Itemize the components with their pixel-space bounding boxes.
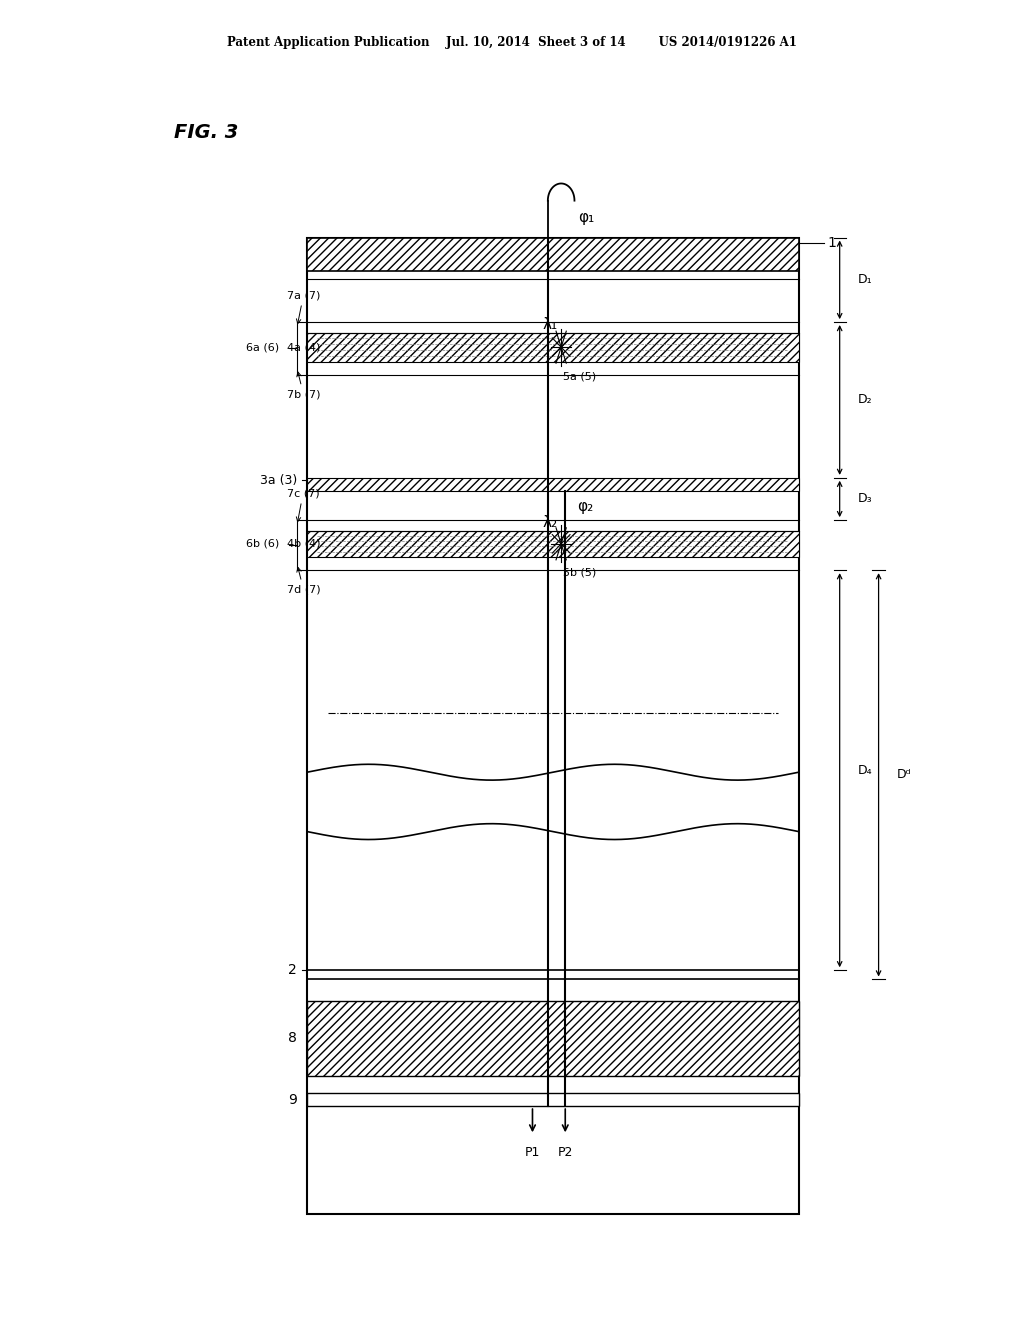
- Bar: [307, 478, 799, 491]
- Text: 4b (4): 4b (4): [287, 539, 321, 549]
- Text: 7a (7): 7a (7): [287, 290, 321, 323]
- Bar: [307, 333, 799, 362]
- Text: λ₂: λ₂: [543, 515, 558, 531]
- Text: P2: P2: [557, 1146, 573, 1159]
- Text: 6b (6): 6b (6): [246, 539, 279, 549]
- Text: 7d (7): 7d (7): [287, 568, 321, 595]
- Bar: [307, 238, 799, 271]
- Bar: [307, 1001, 799, 1076]
- Text: 1: 1: [827, 236, 837, 249]
- Text: φ₂: φ₂: [578, 499, 594, 515]
- Text: Dᵈ: Dᵈ: [897, 768, 911, 781]
- Text: 3a (3): 3a (3): [260, 474, 297, 487]
- Text: FIG. 3: FIG. 3: [174, 123, 239, 141]
- Text: 2: 2: [288, 964, 297, 977]
- Text: 6a (6): 6a (6): [246, 342, 279, 352]
- Text: φ₁: φ₁: [579, 210, 595, 226]
- Text: λ₁: λ₁: [543, 317, 558, 333]
- Text: D₁: D₁: [858, 273, 872, 286]
- Text: 8: 8: [288, 1031, 297, 1045]
- Text: P1: P1: [524, 1146, 541, 1159]
- Text: D₂: D₂: [858, 393, 872, 407]
- Text: D₄: D₄: [858, 764, 872, 776]
- Bar: [307, 238, 799, 1214]
- Text: 9: 9: [288, 1093, 297, 1106]
- Text: 4a (4): 4a (4): [287, 342, 321, 352]
- Bar: [307, 531, 799, 557]
- Text: 5a (5): 5a (5): [563, 371, 596, 381]
- Bar: [307, 1093, 799, 1106]
- Text: Patent Application Publication    Jul. 10, 2014  Sheet 3 of 14        US 2014/01: Patent Application Publication Jul. 10, …: [227, 36, 797, 49]
- Text: D₃: D₃: [858, 492, 872, 506]
- Text: 7b (7): 7b (7): [287, 372, 321, 400]
- Text: 5b (5): 5b (5): [563, 568, 596, 578]
- Text: 7c (7): 7c (7): [287, 488, 319, 521]
